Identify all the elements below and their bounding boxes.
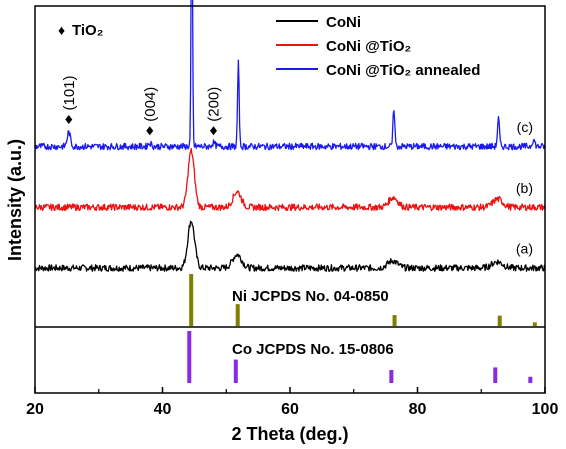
series-line-1 xyxy=(34,220,546,272)
legend-label-3: CoNi @TiO₂ annealed xyxy=(326,62,480,79)
curve-label-3: (c) xyxy=(517,119,533,135)
curve-label-2: (b) xyxy=(516,180,533,196)
reference-stick-2-4 xyxy=(493,367,498,383)
marker-legend: ♦ TiO₂ xyxy=(58,22,103,39)
x-axis-label: 2 Theta (deg.) xyxy=(231,424,348,444)
series-line-3 xyxy=(34,0,546,151)
reference-stick-2-2 xyxy=(233,359,238,383)
x-tick-label-5: 100 xyxy=(532,401,559,418)
reference-stick-1-3 xyxy=(392,315,397,326)
annotation-layer: (101) (004) (200) xyxy=(61,75,223,136)
reference-panel-label-1: Ni JCPDS No. 04-0850 xyxy=(232,288,389,305)
peak-label-1: (101) xyxy=(61,75,78,110)
reference-stick-2-5 xyxy=(528,376,533,383)
legend-label-2: CoNi @TiO₂ xyxy=(326,38,411,55)
y-axis-label: Intensity (a.u.) xyxy=(5,139,25,261)
peak-marker-3 xyxy=(210,126,217,136)
curve-label-1: (a) xyxy=(516,241,533,257)
reference-stick-1-5 xyxy=(532,322,537,326)
reference-stick-2-1 xyxy=(187,331,192,383)
reference-stick-1-1 xyxy=(189,274,194,326)
peak-label-3: (200) xyxy=(206,87,223,122)
peak-label-2: (004) xyxy=(142,87,159,122)
x-tick-label-3: 60 xyxy=(281,401,299,418)
marker-legend-label: TiO₂ xyxy=(72,22,103,39)
x-axis-ticks: 20 40 60 80 100 xyxy=(26,387,558,418)
reference-stick-1-4 xyxy=(497,315,502,326)
reference-stick-1-2 xyxy=(235,304,240,326)
series-line-2 xyxy=(34,147,546,212)
reference-stick-2-3 xyxy=(389,370,394,383)
x-tick-label-2: 40 xyxy=(154,401,172,418)
x-tick-label-4: 80 xyxy=(409,401,427,418)
marker-legend-symbol: ♦ xyxy=(58,22,65,38)
reference-panel-label-2: Co JCPDS No. 15-0806 xyxy=(232,341,394,358)
legend: CoNi CoNi @TiO₂ CoNi @TiO₂ annealed xyxy=(276,14,480,79)
peak-marker-1 xyxy=(65,115,73,124)
series-layer: (a) (b) (c) xyxy=(34,0,546,272)
peak-marker-2 xyxy=(146,126,154,136)
x-tick-label-1: 20 xyxy=(26,401,44,418)
legend-label-1: CoNi xyxy=(326,14,361,31)
reference-sticks-layer: Ni JCPDS No. 04-0850 Co JCPDS No. 15-0806 xyxy=(187,274,537,383)
